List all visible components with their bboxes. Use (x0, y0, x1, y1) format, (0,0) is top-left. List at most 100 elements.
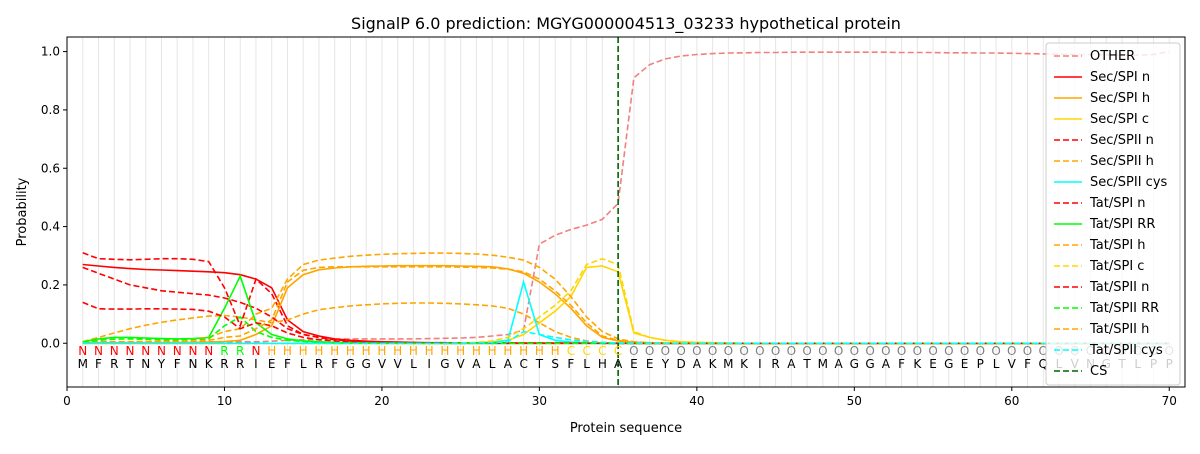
x-tick-label: 40 (689, 394, 704, 408)
residue-label: V (457, 357, 466, 371)
residue-label: A (472, 357, 481, 371)
residue-label: K (740, 357, 749, 371)
series-lines (82, 50, 1170, 345)
legend-label: Tat/SPI c (1089, 259, 1144, 274)
residue-label: G (440, 357, 449, 371)
region-label: O (724, 344, 733, 358)
residue-label: E (929, 357, 937, 371)
x-axis-label: Protein sequence (570, 421, 682, 436)
region-label: N (188, 344, 197, 358)
legend-label: Tat/SPII n (1089, 280, 1149, 295)
residue-label: V (1008, 357, 1017, 371)
y-tick-label: 0.8 (41, 103, 60, 117)
residue-label: A (834, 357, 843, 371)
x-tick-label: 30 (532, 394, 547, 408)
residue-label: K (709, 357, 718, 371)
residue-label: M (78, 357, 88, 371)
legend: OTHER Sec/SPI n Sec/SPI h Sec/SPI c Sec/SPII… (1045, 42, 1181, 386)
region-label: O (897, 344, 906, 358)
y-tick-label: 0.4 (41, 220, 60, 234)
residue-label: R (315, 357, 323, 371)
region-label: H (535, 344, 544, 358)
region-label: O (850, 344, 859, 358)
residue-label: D (676, 357, 685, 371)
residue-label: R (220, 357, 228, 371)
region-label: H (503, 344, 512, 358)
region-label: O (739, 344, 748, 358)
plot-frame (66, 36, 1186, 388)
region-label: R (220, 344, 228, 358)
region-label: H (440, 344, 449, 358)
residue-label: F (1024, 357, 1031, 371)
region-label: H (425, 344, 434, 358)
grid-lines (82, 37, 1170, 387)
series-line-10 (82, 257, 1170, 345)
residue-label: C (519, 357, 527, 371)
residue-label: L (300, 357, 307, 371)
region-label: H (472, 344, 481, 358)
region-label: H (456, 344, 465, 358)
region-label: H (314, 344, 323, 358)
region-label: O (834, 344, 843, 358)
residue-label: N (141, 357, 150, 371)
region-label: N (110, 344, 119, 358)
x-tick-label: 0 (63, 394, 71, 408)
x-tick-label: 60 (1004, 394, 1019, 408)
legend-label: Sec/SPII cys (1090, 175, 1168, 190)
series-line-14 (82, 330, 1170, 345)
chart-title: SignalP 6.0 prediction: MGYG000004513_03… (351, 14, 901, 34)
region-label: H (551, 344, 560, 358)
residue-label: A (504, 357, 513, 371)
region-label: O (692, 344, 701, 358)
region-label: N (141, 344, 150, 358)
x-tick-label: 50 (847, 394, 862, 408)
residue-label: L (489, 357, 496, 371)
region-label: N (78, 344, 87, 358)
legend-box (1045, 42, 1181, 386)
residue-label: M (818, 357, 828, 371)
residue-label: S (551, 357, 559, 371)
legend-label: Sec/SPII h (1090, 154, 1154, 169)
region-label: H (299, 344, 308, 358)
region-label: N (157, 344, 166, 358)
residue-label: K (913, 357, 922, 371)
y-tick-label: 0.0 (41, 336, 60, 350)
series-line-9 (82, 252, 1170, 345)
residue-label: T (535, 357, 544, 371)
region-label: O (976, 344, 985, 358)
axes: 0 10 20 30 40 50 60 70 0.0 0.2 0.4 0.6 0.8 1.0 (41, 45, 1177, 408)
region-label: O (645, 344, 654, 358)
region-label: H (362, 344, 371, 358)
region-label: C (582, 344, 590, 358)
legend-label: Tat/SPI n (1089, 196, 1146, 211)
residue-label: F (567, 357, 574, 371)
residue-label: A (614, 357, 623, 371)
region-label: C (598, 344, 606, 358)
residue-label: F (331, 357, 338, 371)
region-label: O (787, 344, 796, 358)
y-axis-label: Probability (15, 177, 30, 246)
legend-label: Sec/SPI n (1090, 70, 1150, 85)
residue-label: F (95, 357, 102, 371)
region-label: O (802, 344, 811, 358)
residue-label: Y (157, 357, 166, 371)
y-tick-label: 1.0 (41, 45, 60, 59)
y-tick-label: 0.2 (41, 278, 60, 292)
residue-label: G (346, 357, 355, 371)
residue-label: T (125, 357, 134, 371)
region-label: N (94, 344, 103, 358)
region-label: H (519, 344, 528, 358)
x-tick-label: 10 (217, 394, 232, 408)
region-label: O (629, 344, 638, 358)
residue-label: F (284, 357, 291, 371)
residue-label: F (898, 357, 905, 371)
legend-label: CS (1090, 364, 1107, 379)
legend-label: Tat/SPII h (1089, 322, 1149, 337)
series-line-3 (82, 265, 1170, 345)
legend-label: Sec/SPI h (1090, 91, 1150, 106)
residue-label: I (427, 357, 431, 371)
region-label: N (173, 344, 182, 358)
residue-label: Q (1039, 357, 1048, 371)
